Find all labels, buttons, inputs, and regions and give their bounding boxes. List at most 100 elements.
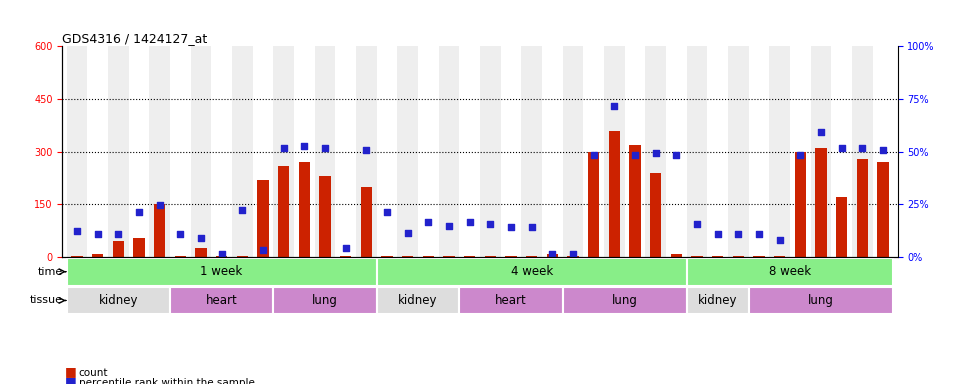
Bar: [66, 46, 87, 257]
Point: [854, 145, 870, 151]
Bar: [686, 258, 894, 285]
Bar: [526, 255, 538, 257]
Bar: [294, 46, 315, 257]
Text: 4 week: 4 week: [511, 265, 553, 278]
Point: [834, 145, 850, 151]
Bar: [749, 46, 769, 257]
Bar: [691, 255, 703, 257]
Bar: [836, 197, 848, 257]
Bar: [376, 46, 397, 257]
Bar: [277, 166, 289, 257]
Bar: [92, 255, 104, 257]
Bar: [315, 46, 335, 257]
Text: tissue: tissue: [30, 295, 62, 306]
Bar: [66, 286, 170, 314]
Point: [152, 202, 167, 208]
Bar: [175, 255, 186, 257]
Bar: [112, 242, 124, 257]
Point: [338, 245, 353, 252]
Point: [731, 231, 746, 237]
Point: [132, 209, 147, 215]
Bar: [439, 46, 459, 257]
Bar: [650, 173, 661, 257]
Bar: [274, 46, 294, 257]
Bar: [708, 46, 728, 257]
Point: [276, 145, 291, 151]
Bar: [236, 255, 248, 257]
Bar: [232, 46, 252, 257]
Point: [544, 251, 560, 257]
Point: [772, 237, 787, 243]
Point: [503, 224, 518, 230]
Bar: [505, 255, 516, 257]
Bar: [769, 46, 790, 257]
Bar: [170, 46, 191, 257]
Text: 8 week: 8 week: [769, 265, 811, 278]
Bar: [873, 46, 894, 257]
Point: [689, 221, 705, 227]
Text: heart: heart: [495, 294, 527, 307]
Bar: [211, 46, 232, 257]
Text: percentile rank within the sample: percentile rank within the sample: [79, 378, 254, 384]
Bar: [815, 148, 827, 257]
Bar: [546, 254, 558, 257]
Bar: [749, 286, 894, 314]
Point: [793, 152, 808, 158]
Text: kidney: kidney: [398, 294, 438, 307]
Bar: [340, 255, 351, 257]
Bar: [831, 46, 852, 257]
Text: ■: ■: [65, 365, 77, 378]
Bar: [630, 145, 640, 257]
Bar: [671, 254, 683, 257]
Bar: [732, 255, 744, 257]
Bar: [686, 286, 749, 314]
Point: [69, 228, 84, 234]
Bar: [376, 258, 686, 285]
Bar: [856, 159, 868, 257]
Bar: [712, 255, 724, 257]
Bar: [216, 255, 228, 257]
Bar: [567, 255, 579, 257]
Bar: [397, 46, 418, 257]
Point: [420, 219, 436, 225]
Text: heart: heart: [205, 294, 237, 307]
Bar: [257, 180, 269, 257]
Bar: [252, 46, 274, 257]
Text: kidney: kidney: [698, 294, 737, 307]
Bar: [485, 255, 496, 257]
Point: [669, 152, 684, 158]
Bar: [335, 46, 356, 257]
Point: [586, 152, 601, 158]
Point: [173, 231, 188, 237]
Bar: [877, 162, 889, 257]
Point: [648, 151, 663, 157]
Bar: [501, 46, 521, 257]
Bar: [191, 46, 211, 257]
Bar: [444, 255, 455, 257]
Bar: [563, 46, 584, 257]
Bar: [381, 255, 393, 257]
Bar: [480, 46, 501, 257]
Bar: [795, 152, 806, 257]
Point: [379, 209, 395, 215]
Text: kidney: kidney: [99, 294, 138, 307]
Text: lung: lung: [808, 294, 834, 307]
Point: [255, 247, 271, 253]
Text: GDS4316 / 1424127_at: GDS4316 / 1424127_at: [62, 32, 207, 45]
Point: [193, 235, 208, 241]
Bar: [108, 46, 129, 257]
Point: [752, 231, 767, 237]
Bar: [459, 286, 563, 314]
Bar: [422, 255, 434, 257]
Bar: [402, 255, 414, 257]
Bar: [149, 46, 170, 257]
Bar: [87, 46, 108, 257]
Point: [400, 230, 416, 236]
Bar: [356, 46, 376, 257]
Point: [462, 219, 477, 225]
Point: [297, 143, 312, 149]
Point: [90, 231, 106, 237]
Bar: [361, 187, 372, 257]
Bar: [625, 46, 645, 257]
Point: [607, 103, 622, 109]
